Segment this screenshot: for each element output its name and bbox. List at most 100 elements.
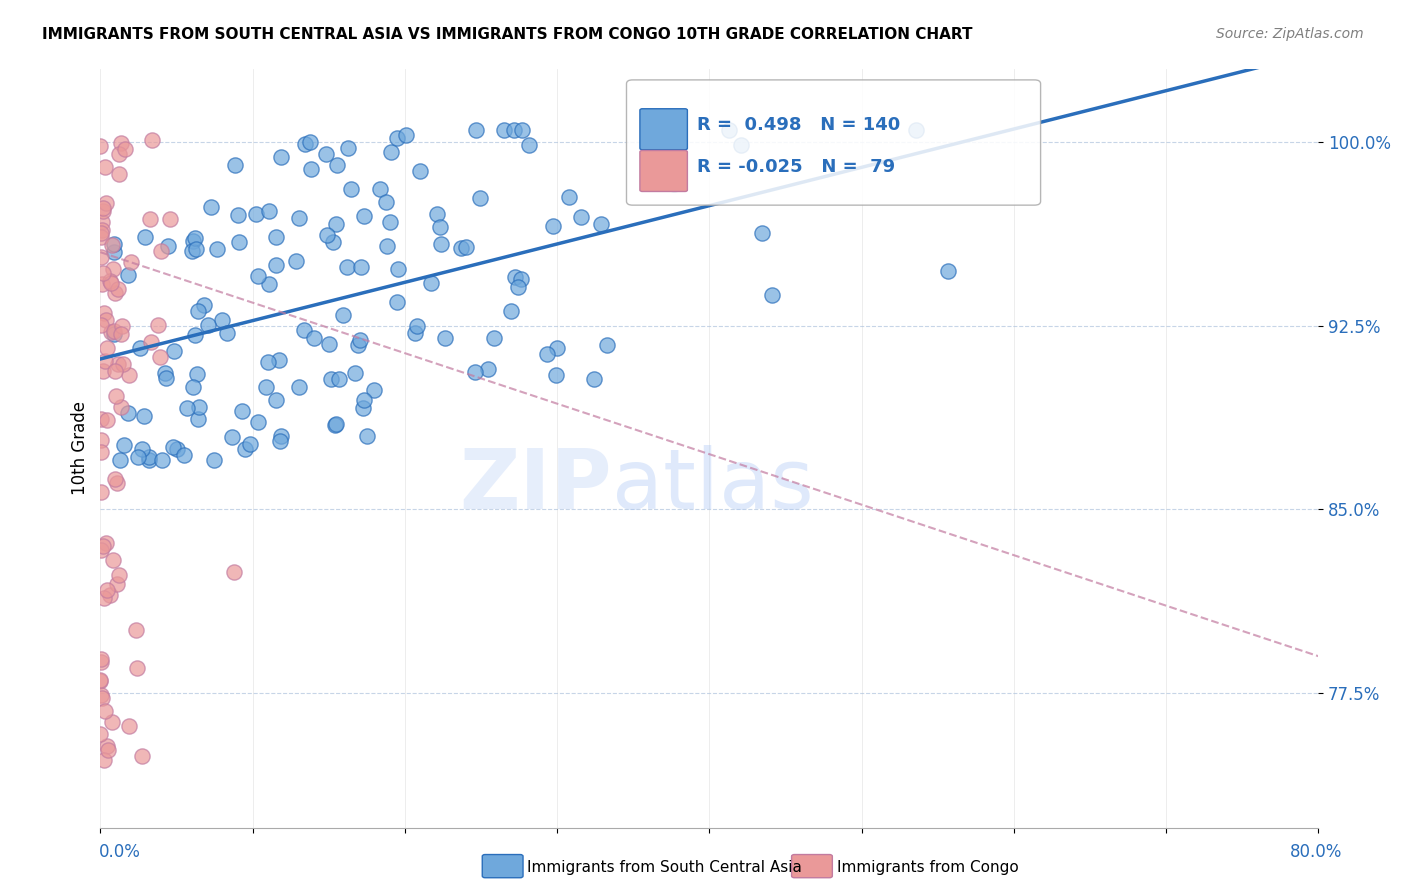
- Point: [91, 223, 114, 237]
- Point: [93, 591, 115, 606]
- Point: [150, 453, 173, 467]
- Point: [93, 354, 115, 368]
- Point: [270, 150, 292, 164]
- Point: [221, 429, 243, 443]
- Point: [176, 401, 198, 415]
- Point: [114, 142, 136, 156]
- FancyBboxPatch shape: [640, 109, 688, 150]
- Point: [90, 484, 112, 499]
- Text: 0.0%: 0.0%: [98, 843, 141, 861]
- Point: [138, 453, 160, 467]
- Point: [409, 164, 432, 178]
- Point: [89, 655, 111, 669]
- Point: [162, 441, 184, 455]
- Point: [166, 442, 188, 456]
- Point: [187, 412, 209, 426]
- Point: [90, 445, 112, 459]
- Point: [89, 673, 111, 688]
- Point: [100, 325, 122, 339]
- Point: [103, 236, 125, 251]
- Point: [90, 230, 112, 244]
- Point: [299, 162, 322, 177]
- Point: [662, 178, 685, 192]
- Point: [215, 326, 238, 341]
- Point: [184, 231, 207, 245]
- Point: [347, 337, 370, 351]
- Text: IMMIGRANTS FROM SOUTH CENTRAL ASIA VS IMMIGRANTS FROM CONGO 10TH GRADE CORRELATI: IMMIGRANTS FROM SOUTH CENTRAL ASIA VS IM…: [42, 27, 973, 42]
- Point: [120, 255, 142, 269]
- Point: [454, 239, 477, 253]
- Point: [98, 274, 121, 288]
- Point: [91, 690, 114, 705]
- Point: [730, 137, 752, 152]
- Point: [257, 203, 280, 218]
- Point: [186, 367, 208, 381]
- Point: [202, 453, 225, 467]
- FancyBboxPatch shape: [640, 151, 688, 192]
- Point: [107, 146, 129, 161]
- Point: [315, 228, 337, 243]
- Text: Source: ZipAtlas.com: Source: ZipAtlas.com: [1216, 27, 1364, 41]
- Point: [89, 139, 111, 153]
- Point: [91, 215, 114, 229]
- Point: [233, 442, 256, 456]
- Text: Immigrants from South Central Asia: Immigrants from South Central Asia: [527, 860, 803, 874]
- Point: [149, 244, 172, 259]
- Point: [429, 219, 451, 234]
- Point: [375, 239, 398, 253]
- Point: [380, 145, 402, 160]
- Point: [269, 353, 291, 368]
- Point: [211, 313, 233, 327]
- Point: [404, 326, 426, 340]
- Point: [406, 319, 429, 334]
- FancyBboxPatch shape: [627, 80, 1040, 205]
- Point: [905, 122, 928, 136]
- Point: [180, 244, 202, 258]
- Point: [125, 661, 148, 675]
- Point: [108, 568, 131, 582]
- Point: [387, 295, 409, 310]
- Point: [111, 318, 134, 333]
- Point: [96, 583, 118, 598]
- Point: [90, 688, 112, 702]
- Point: [506, 280, 529, 294]
- Point: [184, 242, 207, 256]
- Point: [89, 727, 111, 741]
- Point: [546, 341, 568, 355]
- Point: [91, 204, 114, 219]
- Point: [246, 269, 269, 284]
- Point: [352, 401, 374, 416]
- Point: [91, 202, 114, 216]
- Point: [156, 239, 179, 253]
- Point: [340, 182, 363, 196]
- Point: [589, 217, 612, 231]
- Point: [224, 158, 246, 172]
- Point: [155, 370, 177, 384]
- Point: [107, 282, 129, 296]
- Point: [239, 436, 262, 450]
- Point: [187, 304, 209, 318]
- Point: [226, 208, 249, 222]
- Point: [499, 303, 522, 318]
- Point: [101, 237, 124, 252]
- Point: [105, 389, 128, 403]
- Point: [183, 234, 205, 248]
- Point: [127, 450, 149, 464]
- Point: [264, 393, 287, 408]
- Point: [101, 262, 124, 277]
- Point: [205, 242, 228, 256]
- Y-axis label: 10th Grade: 10th Grade: [72, 401, 89, 495]
- Point: [105, 576, 128, 591]
- Point: [138, 450, 160, 465]
- Point: [93, 305, 115, 319]
- Point: [94, 196, 117, 211]
- Point: [269, 434, 291, 448]
- Point: [256, 355, 278, 369]
- Point: [105, 475, 128, 490]
- Point: [368, 182, 391, 196]
- Text: Immigrants from Congo: Immigrants from Congo: [837, 860, 1018, 874]
- Point: [231, 404, 253, 418]
- Point: [363, 383, 385, 397]
- Point: [103, 285, 125, 300]
- Point: [104, 472, 127, 486]
